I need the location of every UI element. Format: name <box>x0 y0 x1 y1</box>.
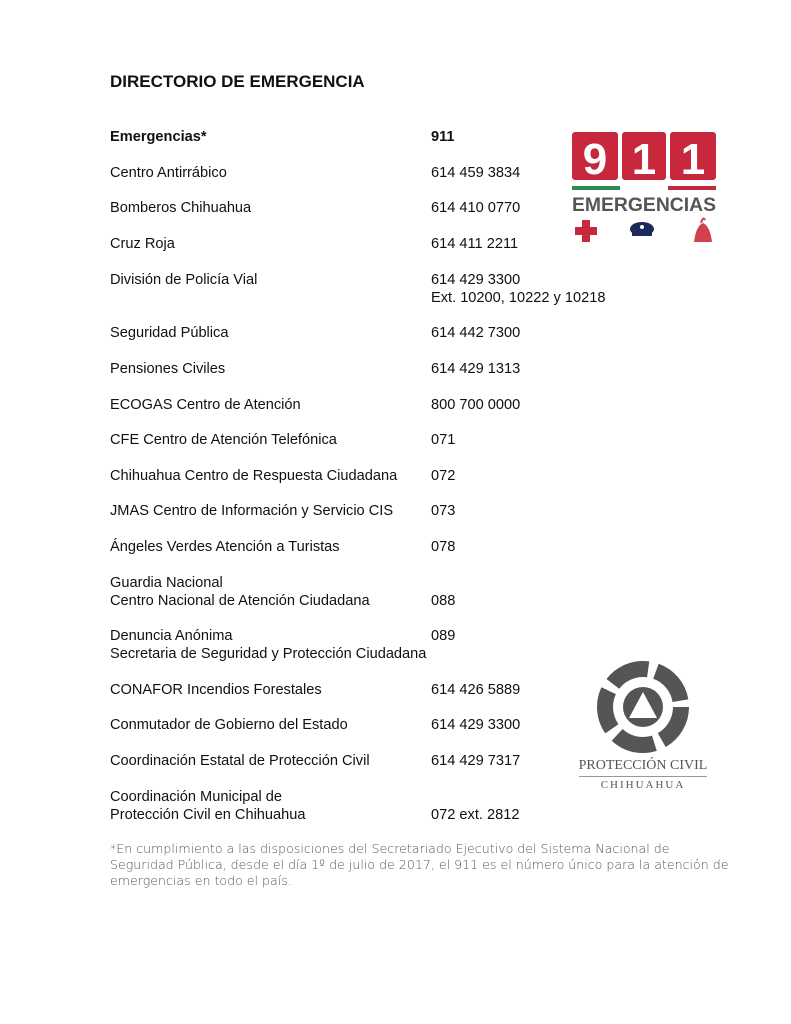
entry-name: Bomberos Chihuahua <box>110 200 252 216</box>
entry-name: CFE Centro de Atención Telefónica <box>110 432 337 448</box>
entry-number: 078 <box>431 539 456 555</box>
entry-number: 614 459 3834 <box>431 165 521 181</box>
entry-name: Centro Antirrábico <box>110 165 227 181</box>
entry-number: 614 442 7300 <box>431 325 521 341</box>
footnote: *En cumplimiento a las disposiciones del… <box>110 841 729 888</box>
svg-text:1: 1 <box>681 135 705 184</box>
entry-name: División de Policía Vial <box>110 272 258 288</box>
page-title: DIRECTORIO DE EMERGENCIA <box>110 72 365 91</box>
svg-text:EMERGENCIAS: EMERGENCIAS <box>572 195 716 216</box>
entry-name: Coordinación Municipal de <box>110 789 282 805</box>
entry-name: Ángeles Verdes Atención a Turistas <box>110 539 340 555</box>
logo-pc-line1: PROTECCIÓN CIVIL <box>578 758 708 773</box>
svg-text:1: 1 <box>632 135 656 184</box>
logo-proteccion-civil: PROTECCIÓN CIVIL CHIHUAHUA <box>573 660 713 795</box>
entry-name: Guardia Nacional <box>110 575 223 591</box>
logo-pc-line2: CHIHUAHUA <box>600 779 686 791</box>
entry-name: Coordinación Estatal de Protección Civil <box>110 753 370 769</box>
entry-number: Ext. 10200, 10222 y 10218 <box>431 289 606 306</box>
entry-number: 614 429 3300 <box>431 272 521 288</box>
entry-number: 071 <box>431 432 456 448</box>
fire-helmet-icon <box>694 217 712 242</box>
entry-name: Secretaria de Seguridad y Protección Ciu… <box>110 645 427 662</box>
entry-name: CONAFOR Incendios Forestales <box>110 682 322 698</box>
entry-name: Denuncia Anónima <box>110 628 233 644</box>
entry-number: 911 <box>431 129 455 145</box>
entry-name: Protección Civil en Chihuahua <box>110 806 306 823</box>
entry-number: 614 411 2211 <box>431 236 519 252</box>
entry-number: 614 429 3300 <box>431 717 521 733</box>
entry-name: Seguridad Pública <box>110 325 229 341</box>
entry-number: 072 ext. 2812 <box>431 806 520 823</box>
entry-number: 614 426 5889 <box>431 682 521 698</box>
entry-name: Chihuahua Centro de Respuesta Ciudadana <box>110 468 398 484</box>
entry-number: 073 <box>431 503 456 519</box>
entry-number: 614 410 0770 <box>431 200 521 216</box>
entry-name: Cruz Roja <box>110 236 175 252</box>
entry-number: 072 <box>431 468 456 484</box>
svg-text:9: 9 <box>583 135 607 184</box>
entry-number: 614 429 1313 <box>431 361 521 377</box>
red-cross-icon <box>575 220 597 242</box>
entry-number: 088 <box>431 592 456 609</box>
logo-911-emergencias: 9 1 1 EMERGENCIAS <box>570 130 720 245</box>
entry-name: Centro Nacional de Atención Ciudadana <box>110 592 370 609</box>
entry-number: 800 700 0000 <box>431 397 521 413</box>
entry-name: ECOGAS Centro de Atención <box>110 397 301 413</box>
entry-name: Pensiones Civiles <box>110 361 226 377</box>
entry-name: Emergencias* <box>110 129 207 145</box>
entry-name: Conmutador de Gobierno del Estado <box>110 717 348 733</box>
police-cap-icon <box>630 222 654 236</box>
entry-name: JMAS Centro de Información y Servicio CI… <box>110 503 394 519</box>
entry-number: 089 <box>431 628 456 644</box>
entry-number: 614 429 7317 <box>431 753 521 769</box>
